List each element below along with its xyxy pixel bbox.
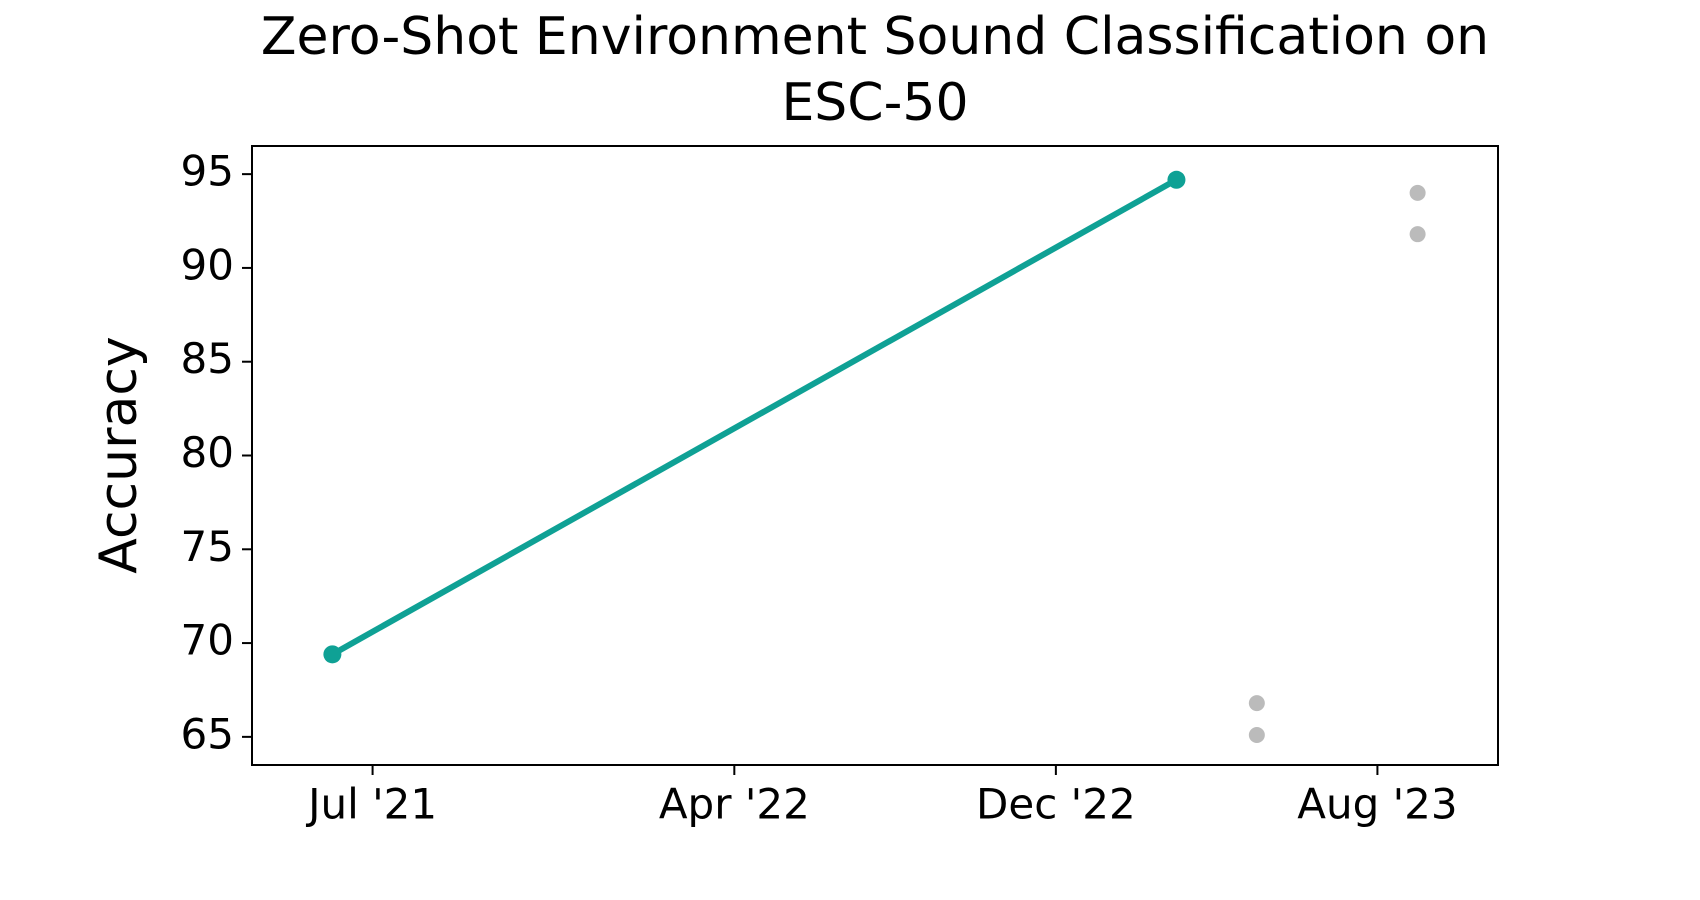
y-tick-label: 80 (181, 428, 234, 477)
y-tick-label: 95 (181, 147, 234, 196)
x-tick-label: Dec '22 (976, 780, 1136, 829)
plot-frame (251, 145, 1499, 766)
y-tick-label: 85 (181, 334, 234, 383)
x-tick-label: Jul '21 (305, 780, 437, 829)
y-tick-label: 70 (181, 616, 234, 665)
data-point (1167, 170, 1186, 189)
y-tick-label: 90 (181, 240, 234, 289)
data-point (1409, 184, 1426, 201)
chart-title: Zero-Shot Environment Sound Classificati… (261, 7, 1489, 67)
x-tick-label: Aug '23 (1297, 780, 1457, 829)
data-point (1248, 695, 1265, 712)
y-tick-label: 75 (181, 522, 234, 571)
data-point (1248, 726, 1265, 743)
x-tick-label: Apr '22 (659, 780, 810, 829)
y-axis-label: Accuracy (89, 336, 149, 573)
data-point (323, 645, 342, 664)
chart-title: ESC-50 (781, 73, 968, 133)
y-tick-label: 65 (181, 709, 234, 758)
data-point (1409, 226, 1426, 243)
series-line (330, 177, 1178, 657)
